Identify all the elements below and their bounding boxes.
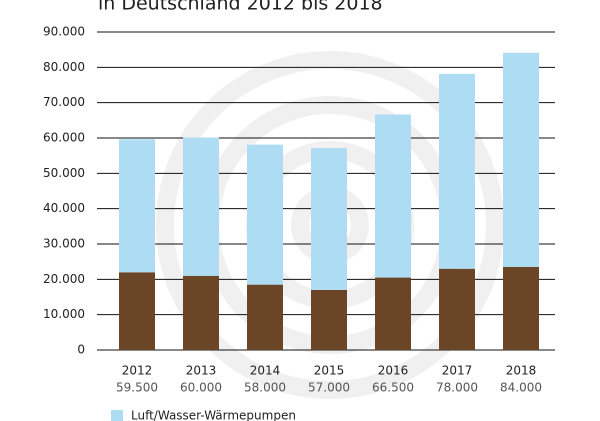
y-tick-label: 40.000 (43, 201, 85, 215)
total-label: 84.000 (500, 381, 542, 395)
bar-segment (311, 148, 347, 290)
bar-segment (375, 277, 411, 350)
total-label: 58.000 (244, 381, 286, 395)
x-tick-label: 2017 (442, 364, 473, 378)
y-tick-label: 70.000 (43, 95, 85, 109)
y-tick-label: 20.000 (43, 272, 85, 286)
y-tick-label: 10.000 (43, 307, 85, 321)
total-label: 59.500 (116, 381, 158, 395)
legend-swatch (111, 410, 123, 421)
y-tick-label: 60.000 (43, 131, 85, 145)
bar-segment (439, 74, 475, 269)
total-label: 78.000 (436, 381, 478, 395)
total-label: 66.500 (372, 381, 414, 395)
bar-segment (183, 275, 219, 350)
x-tick-label: 2012 (122, 364, 153, 378)
bar-segment (247, 284, 283, 350)
bar-segment (247, 145, 283, 285)
legend-label: Luft/Wasser-Wärmepumpen (131, 409, 296, 421)
bar-segment (439, 268, 475, 350)
x-tick-label: 2016 (378, 364, 409, 378)
bar-segment (503, 53, 539, 267)
bar-segment (503, 266, 539, 350)
x-tick-label: 2018 (506, 364, 537, 378)
bar-segment (119, 272, 155, 350)
chart-title: in Deutschland 2012 bis 2018 (98, 0, 383, 15)
total-label: 60.000 (180, 381, 222, 395)
bar-segment (311, 289, 347, 350)
y-tick-label: 50.000 (43, 166, 85, 180)
total-label: 57.000 (308, 381, 350, 395)
x-tick-label: 2013 (186, 364, 217, 378)
y-tick-label: 0 (77, 343, 85, 357)
bar-segment (375, 115, 411, 278)
y-tick-label: 90.000 (43, 25, 85, 39)
y-tick-label: 80.000 (43, 60, 85, 74)
bar-segment (119, 139, 155, 273)
x-tick-label: 2014 (250, 364, 281, 378)
bar-segment (183, 138, 219, 276)
x-tick-label: 2015 (314, 364, 345, 378)
y-tick-label: 30.000 (43, 237, 85, 251)
